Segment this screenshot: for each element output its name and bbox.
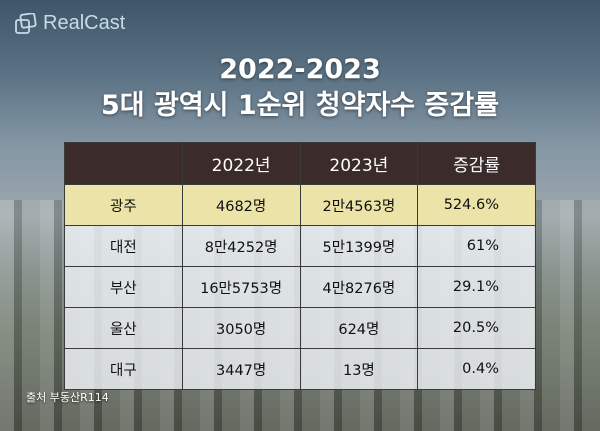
value-2022: 4682명 bbox=[181, 184, 301, 226]
city-cell: 대전 bbox=[64, 225, 183, 267]
header-empty bbox=[64, 142, 183, 185]
logo-text: RealCast bbox=[43, 12, 126, 34]
city-cell: 대구 bbox=[64, 348, 183, 390]
table-row: 부산 16만5753명 4만8276명 29.1% bbox=[64, 266, 536, 308]
table-row: 대구 3447명 13명 0.4% bbox=[64, 348, 536, 390]
change-cell: 29.1% bbox=[417, 266, 536, 308]
change-cell: 524.6% bbox=[417, 184, 536, 226]
data-table: 2022년 2023년 증감률 광주 4682명 2만4563명 524.6% … bbox=[64, 142, 536, 390]
city-cell: 광주 bbox=[64, 184, 183, 226]
change-cell: 0.4% bbox=[417, 348, 536, 390]
table-header: 2022년 2023년 증감률 bbox=[64, 142, 536, 185]
city-cell: 부산 bbox=[64, 266, 183, 308]
value-2022: 3050명 bbox=[181, 307, 301, 349]
city-cell: 울산 bbox=[64, 307, 183, 349]
source-note: 출처 부동산R114 bbox=[26, 391, 109, 404]
table-row: 광주 4682명 2만4563명 524.6% bbox=[64, 184, 536, 226]
page-title: 2022-2023 5대 광역시 1순위 청약자수 증감률 bbox=[0, 52, 600, 124]
realcast-logo: RealCast bbox=[14, 12, 125, 35]
value-2023: 4만8276명 bbox=[299, 266, 419, 308]
header-2022: 2022년 bbox=[181, 142, 301, 185]
change-cell: 61% bbox=[417, 225, 536, 267]
change-cell: 20.5% bbox=[417, 307, 536, 349]
value-2023: 2만4563명 bbox=[299, 184, 419, 226]
header-change: 증감률 bbox=[417, 142, 536, 185]
value-2022: 16만5753명 bbox=[181, 266, 301, 308]
header-2023: 2023년 bbox=[299, 142, 419, 185]
value-2023: 13명 bbox=[299, 348, 419, 390]
logo-icon bbox=[15, 12, 37, 34]
value-2023: 624명 bbox=[299, 307, 419, 349]
table-row: 대전 8만4252명 5만1399명 61% bbox=[64, 225, 536, 267]
value-2022: 8만4252명 bbox=[181, 225, 301, 267]
title-line-2: 5대 광역시 1순위 청약자수 증감률 bbox=[100, 90, 500, 121]
value-2022: 3447명 bbox=[181, 348, 301, 390]
table-row: 울산 3050명 624명 20.5% bbox=[64, 307, 536, 349]
value-2023: 5만1399명 bbox=[299, 225, 419, 267]
title-line-1: 2022-2023 bbox=[219, 54, 381, 85]
